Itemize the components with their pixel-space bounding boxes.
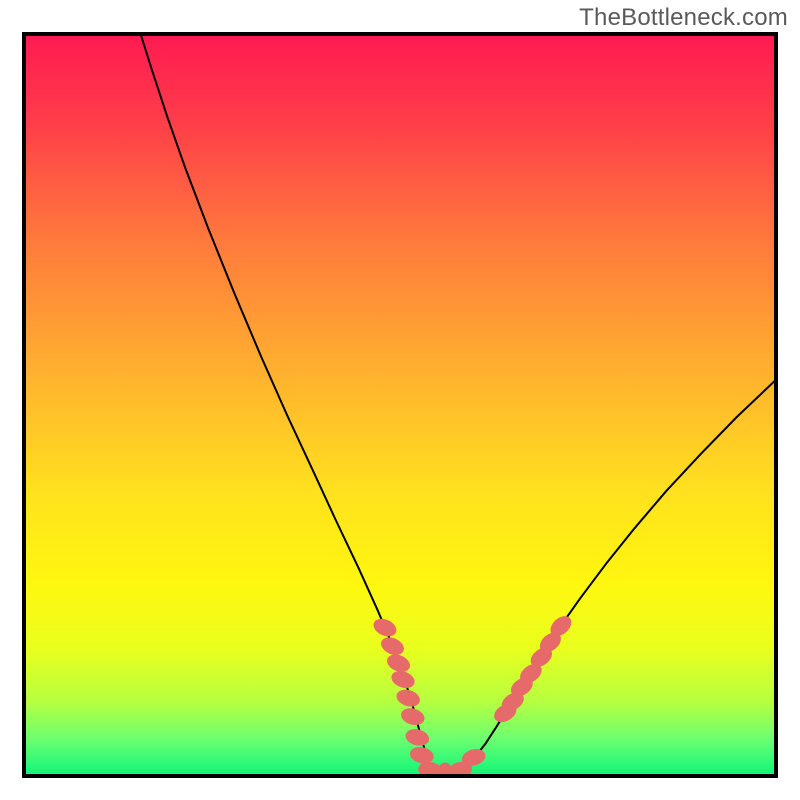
watermark-text: TheBottleneck.com	[579, 4, 788, 32]
bottleneck-curve-chart	[22, 32, 778, 778]
chart-frame: TheBottleneck.com	[0, 0, 800, 800]
plot-area	[22, 32, 778, 778]
